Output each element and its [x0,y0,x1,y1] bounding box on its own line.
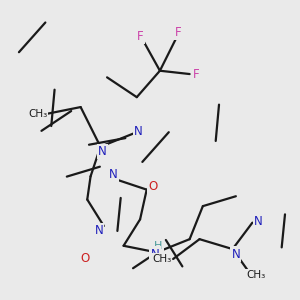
Text: N: N [151,248,159,260]
Text: F: F [193,68,200,80]
Text: F: F [137,30,143,43]
Text: O: O [148,180,157,193]
Text: N: N [94,224,103,237]
Text: N: N [254,214,263,227]
Text: CH₃: CH₃ [246,271,265,281]
Text: N: N [109,168,118,181]
Text: N: N [98,145,106,158]
Text: N: N [134,125,143,138]
Text: O: O [80,253,89,266]
Text: F: F [175,26,181,39]
Text: H: H [154,241,162,251]
Text: CH₃: CH₃ [28,109,47,119]
Text: CH₃: CH₃ [152,254,171,264]
Text: N: N [232,248,240,260]
